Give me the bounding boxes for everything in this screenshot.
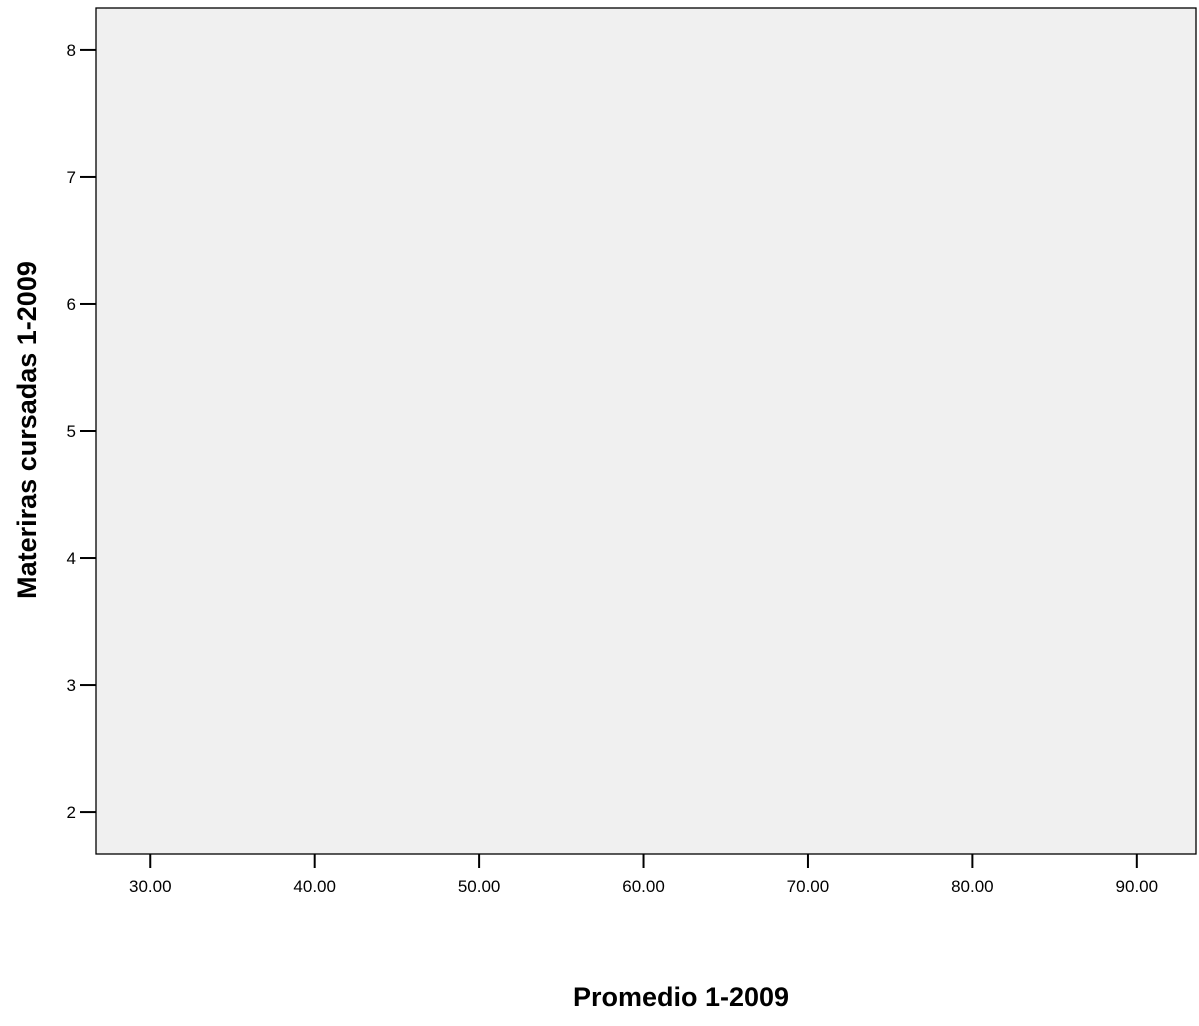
y-tick-label: 4 <box>67 549 76 568</box>
x-axis-title: Promedio 1-2009 <box>573 982 789 1012</box>
y-axis-title: Materiras cursadas 1-2009 <box>12 261 42 599</box>
x-axis-ticks: 30.00 40.00 50.00 60.00 70.00 80.00 90.00 <box>129 854 1158 896</box>
y-tick-label: 5 <box>67 422 76 441</box>
y-axis-ticks: 2 3 4 5 6 7 8 <box>67 41 96 822</box>
x-tick-label: 30.00 <box>129 877 172 896</box>
y-tick-label: 8 <box>67 41 76 60</box>
x-tick-label: 70.00 <box>787 877 830 896</box>
x-tick-label: 50.00 <box>458 877 501 896</box>
y-tick-label: 2 <box>67 803 76 822</box>
x-tick-label: 90.00 <box>1116 877 1159 896</box>
x-tick-label: 60.00 <box>622 877 665 896</box>
x-tick-label: 40.00 <box>293 877 336 896</box>
y-tick-label: 3 <box>67 676 76 695</box>
y-tick-label: 7 <box>67 168 76 187</box>
x-tick-label: 80.00 <box>951 877 994 896</box>
plot-area <box>95 7 1197 855</box>
y-tick-label: 6 <box>67 295 76 314</box>
